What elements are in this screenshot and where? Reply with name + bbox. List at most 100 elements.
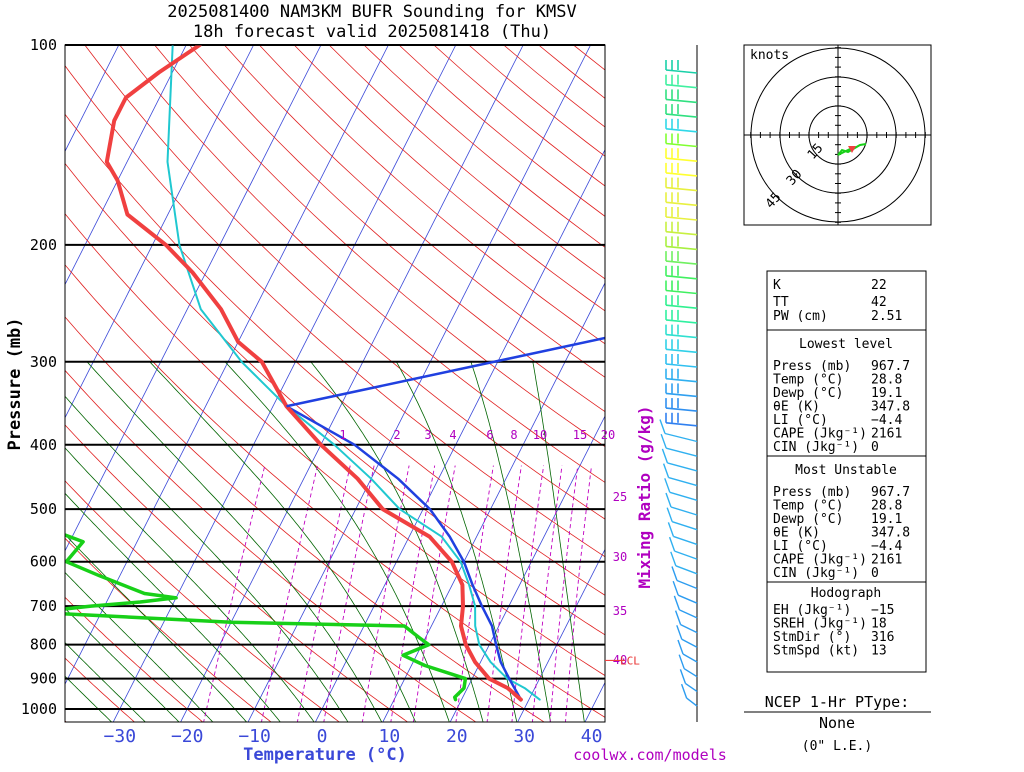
wind-barb-staff	[666, 349, 697, 352]
wind-barb-staff	[681, 625, 697, 633]
moist-adiabat-line	[0, 362, 180, 723]
wind-barb-flag	[674, 596, 679, 610]
mixing-ratio-label: 15	[573, 428, 587, 442]
wind-barb-staff	[676, 566, 697, 574]
wind-barb-staff	[679, 610, 697, 618]
pressure-tick-600: 600	[30, 553, 57, 571]
wind-barb-staff	[684, 669, 697, 677]
wind-barb-flag	[666, 493, 671, 507]
wind-barb-flag	[671, 552, 676, 566]
wind-barb-staff	[683, 654, 697, 662]
indices-table: K 22 TT 42 PW (cm) 2.51 Lowest level Pre…	[767, 271, 926, 672]
pressure-tick-900: 900	[30, 670, 57, 688]
hodograph-units-label: knots	[750, 48, 789, 63]
pressure-tick-700: 700	[30, 597, 57, 615]
wind-barb-staff	[666, 305, 697, 308]
temperature-tick: 30	[513, 726, 535, 747]
moist-adiabat-line	[311, 362, 484, 723]
mixing-ratio-label: 6	[486, 428, 493, 442]
moist-adiabat-line	[150, 362, 416, 723]
k-index-value: 22	[871, 278, 887, 293]
index-row-name: CIN (Jkg⁻¹)	[773, 566, 859, 581]
pw-name: PW (cm)	[773, 309, 828, 324]
mixing-ratio-line	[297, 466, 350, 723]
mixing-ratio-label: 10	[533, 428, 547, 442]
wind-barb-staff	[666, 246, 697, 249]
hodograph-block-title: Hodograph	[811, 586, 881, 601]
wind-barb-staff	[666, 364, 697, 367]
isotherm-line	[315, 45, 658, 723]
pressure-tick-100: 100	[30, 36, 57, 54]
wind-barb-flag	[662, 449, 667, 463]
wind-barb-staff	[666, 99, 697, 102]
wind-barb-flag	[682, 684, 687, 698]
wind-barb-flag	[676, 611, 681, 625]
wind-barb-staff	[677, 581, 697, 589]
wind-barb-staff	[666, 158, 697, 161]
wind-barb-staff	[666, 335, 697, 338]
wind-barb-staff	[666, 291, 697, 294]
hodograph-panel: knots 15 30 45	[744, 45, 931, 225]
wind-barb-flag	[677, 625, 682, 639]
wind-barb-flag	[673, 581, 678, 595]
pw-value: 2.51	[871, 309, 902, 324]
temperature-tick: 0	[317, 726, 328, 747]
wind-barb-staff	[672, 522, 697, 530]
y-axis-label: Pressure (mb)	[5, 317, 25, 450]
wind-barbs	[660, 60, 697, 706]
temperature-tick: −20	[171, 726, 204, 747]
wind-barb-flag	[667, 508, 672, 522]
chart-subtitle: 18h forecast valid 2025081418 (Thu)	[193, 22, 551, 42]
tt-index-value: 42	[871, 295, 887, 310]
wind-barb-staff	[666, 393, 697, 396]
wind-barb-staff	[673, 536, 697, 544]
wind-barb-flag	[668, 522, 673, 536]
mixing-ratio-line	[550, 466, 578, 723]
ptype-value: None	[819, 714, 855, 732]
wind-barb-flag	[661, 434, 666, 448]
wind-barb-staff	[666, 232, 697, 235]
wind-barb-flag	[670, 537, 675, 551]
k-index-name: K	[773, 278, 781, 293]
wind-barb-staff	[666, 276, 697, 279]
index-row-value: 0	[871, 440, 879, 455]
mixing-ratio-label: 3	[424, 428, 431, 442]
wind-barb-staff	[666, 85, 697, 88]
wind-barb-staff	[666, 423, 697, 426]
tt-index-name: TT	[773, 295, 789, 310]
wind-barb-staff	[665, 434, 697, 442]
wind-barb-staff	[666, 217, 697, 220]
mixing-ratio-label: 4	[449, 428, 456, 442]
wind-barb-staff	[666, 144, 697, 147]
moist-adiabat-line	[533, 362, 585, 723]
virtual_temp-profile-line	[168, 45, 540, 700]
dry-adiabat-line	[15, 45, 819, 723]
index-row-name: CIN (Jkg⁻¹)	[773, 440, 859, 455]
parcel-profile-extension	[286, 338, 605, 406]
wind-barb-staff	[669, 478, 697, 486]
wind-barb-staff	[666, 320, 697, 323]
index-row-value: 13	[871, 644, 887, 659]
temperature-tick: −30	[104, 726, 137, 747]
temperature-tick: −10	[238, 726, 271, 747]
wind-barb-staff	[666, 261, 697, 264]
mixing-ratio-lines	[203, 466, 591, 723]
dry-adiabat-line	[0, 45, 683, 723]
wind-barb-staff	[666, 114, 697, 117]
wind-barb-flag	[680, 669, 685, 683]
wind-barb-staff	[666, 129, 697, 132]
isotherm-line	[450, 45, 793, 723]
mixing-ratio-label: 20	[601, 428, 615, 442]
wind-barb-staff	[675, 551, 697, 559]
wind-barb-staff	[666, 173, 697, 176]
mixing-ratio-line	[565, 466, 591, 723]
wind-barb-staff	[687, 698, 697, 706]
mixing-ratio-line	[324, 466, 375, 723]
wind-barb-staff	[666, 408, 697, 411]
chart-title: 2025081400 NAM3KM BUFR Sounding for KMSV	[167, 2, 576, 22]
wind-barb-staff	[678, 595, 697, 603]
